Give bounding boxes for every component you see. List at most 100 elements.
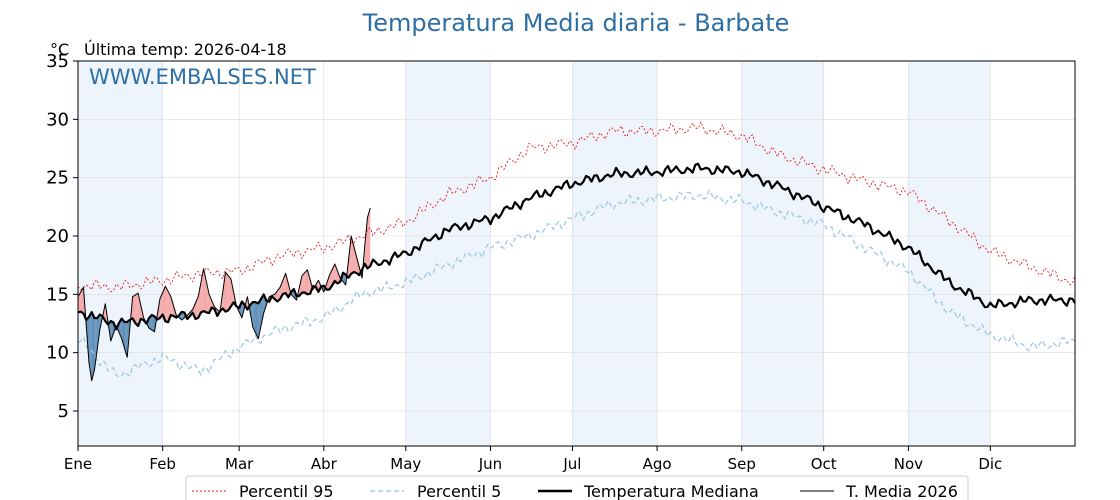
fill-above-median [164, 286, 166, 322]
fill-above-median [205, 277, 207, 313]
fill-above-median [306, 269, 308, 295]
fill-above-median [367, 214, 369, 269]
fill-above-median [330, 271, 332, 290]
x-tick-label: Nov [894, 455, 923, 473]
x-tick-label: Feb [149, 455, 176, 473]
legend-label-p95: Percentil 95 [239, 482, 334, 500]
fill-above-median [133, 295, 135, 324]
legend-label-median: Temperatura Mediana [583, 482, 759, 500]
fill-above-median [352, 239, 353, 274]
fill-above-median [202, 268, 204, 312]
fill-above-median [352, 243, 354, 273]
fill-above-median [160, 294, 162, 319]
fill-above-median [284, 273, 286, 294]
fill-above-median [335, 266, 337, 284]
fill-below-median [111, 321, 113, 339]
fill-below-median [260, 299, 262, 331]
fill-above-median [208, 290, 210, 313]
x-tick-label: May [390, 455, 421, 473]
fill-below-median [256, 302, 258, 337]
fill-above-median [277, 289, 279, 302]
fill-above-median [198, 292, 200, 318]
fill-below-median [263, 294, 265, 313]
fill-above-median [332, 267, 333, 286]
fill-above-median [168, 291, 170, 323]
fill-above-median [79, 292, 81, 312]
fill-above-median [135, 294, 137, 324]
fill-below-median [123, 321, 125, 348]
fill-below-median [182, 311, 184, 320]
month-shade-Jul [572, 61, 658, 446]
fill-above-median [82, 287, 84, 314]
fill-above-median [162, 290, 164, 315]
fill-above-median [307, 269, 309, 295]
fill-above-median [351, 236, 353, 274]
month-shading [78, 61, 991, 446]
series-line-p5 [77, 189, 1076, 378]
fill-above-median [276, 290, 278, 302]
fill-above-median [353, 246, 355, 273]
fill-above-median [230, 279, 232, 307]
fill-below-median [343, 272, 345, 284]
fill-above-median [354, 250, 356, 274]
series-line-median [77, 162, 1076, 331]
x-tick-label: Mar [225, 455, 254, 473]
fill-below-median [153, 316, 155, 332]
y-tick-label: 25 [46, 168, 69, 189]
fill-below-median [92, 312, 94, 378]
fill-above-median [282, 278, 284, 294]
month-shade-Ene [78, 61, 163, 446]
fill-above-median [286, 276, 288, 298]
fill-below-median [121, 318, 123, 342]
x-tick-label: Jul [562, 455, 581, 473]
fill-below-median [151, 315, 153, 331]
x-tick-label: Abr [311, 455, 338, 473]
y-tick-label: 10 [46, 343, 69, 364]
fill-above-median [203, 268, 205, 312]
month-shade-May [405, 61, 491, 446]
fill-below-median [149, 315, 151, 330]
fill-below-median [257, 303, 259, 339]
fill-below-median [93, 317, 95, 374]
fill-above-median [308, 273, 310, 295]
fill-above-median [80, 290, 82, 312]
fill-above-median [137, 293, 139, 327]
series-lines [77, 121, 1076, 382]
fill-above-median [329, 273, 331, 290]
y-tick-label: 15 [46, 284, 69, 305]
legend-label-current: T. Media 2026 [845, 482, 958, 500]
y-tick-label: 5 [58, 401, 69, 422]
fill-below-median [88, 316, 90, 369]
fill-below-median [89, 312, 91, 375]
chart-title: Temperatura Media diaria - Barbate [362, 9, 790, 37]
fill-above-median [159, 296, 161, 319]
last-temp-label: Última temp: 2026-04-18 [84, 40, 287, 59]
y-axis-ticks: 5 10 15 20 25 30 35 [46, 51, 78, 422]
fill-above-median [201, 273, 203, 313]
fill-below-median [258, 303, 260, 339]
fill-above-median [199, 287, 201, 318]
fill-above-median [227, 274, 229, 311]
fill-above-median [196, 298, 198, 319]
fill-below-median [95, 317, 97, 364]
fill-above-median [207, 285, 209, 313]
x-tick-label: Sep [728, 455, 756, 473]
fill-above-median [303, 272, 305, 293]
fill-above-median [230, 278, 231, 307]
fill-above-median [331, 269, 333, 286]
x-tick-label: Ago [643, 455, 672, 473]
fill-above-median [305, 270, 307, 295]
fill-above-median [197, 296, 199, 318]
fill-above-median [169, 294, 171, 316]
series-line-current [77, 207, 371, 382]
y-tick-label: 35 [46, 51, 69, 72]
fill-below-median [96, 318, 98, 357]
fill-above-median [369, 208, 371, 267]
fill-above-median [226, 273, 228, 312]
fill-below-median [262, 294, 264, 318]
x-tick-label: Jun [478, 455, 502, 473]
fill-below-median [181, 311, 183, 320]
fill-below-median [126, 322, 128, 358]
fill-below-median [149, 318, 150, 329]
fill-below-median [110, 321, 112, 341]
